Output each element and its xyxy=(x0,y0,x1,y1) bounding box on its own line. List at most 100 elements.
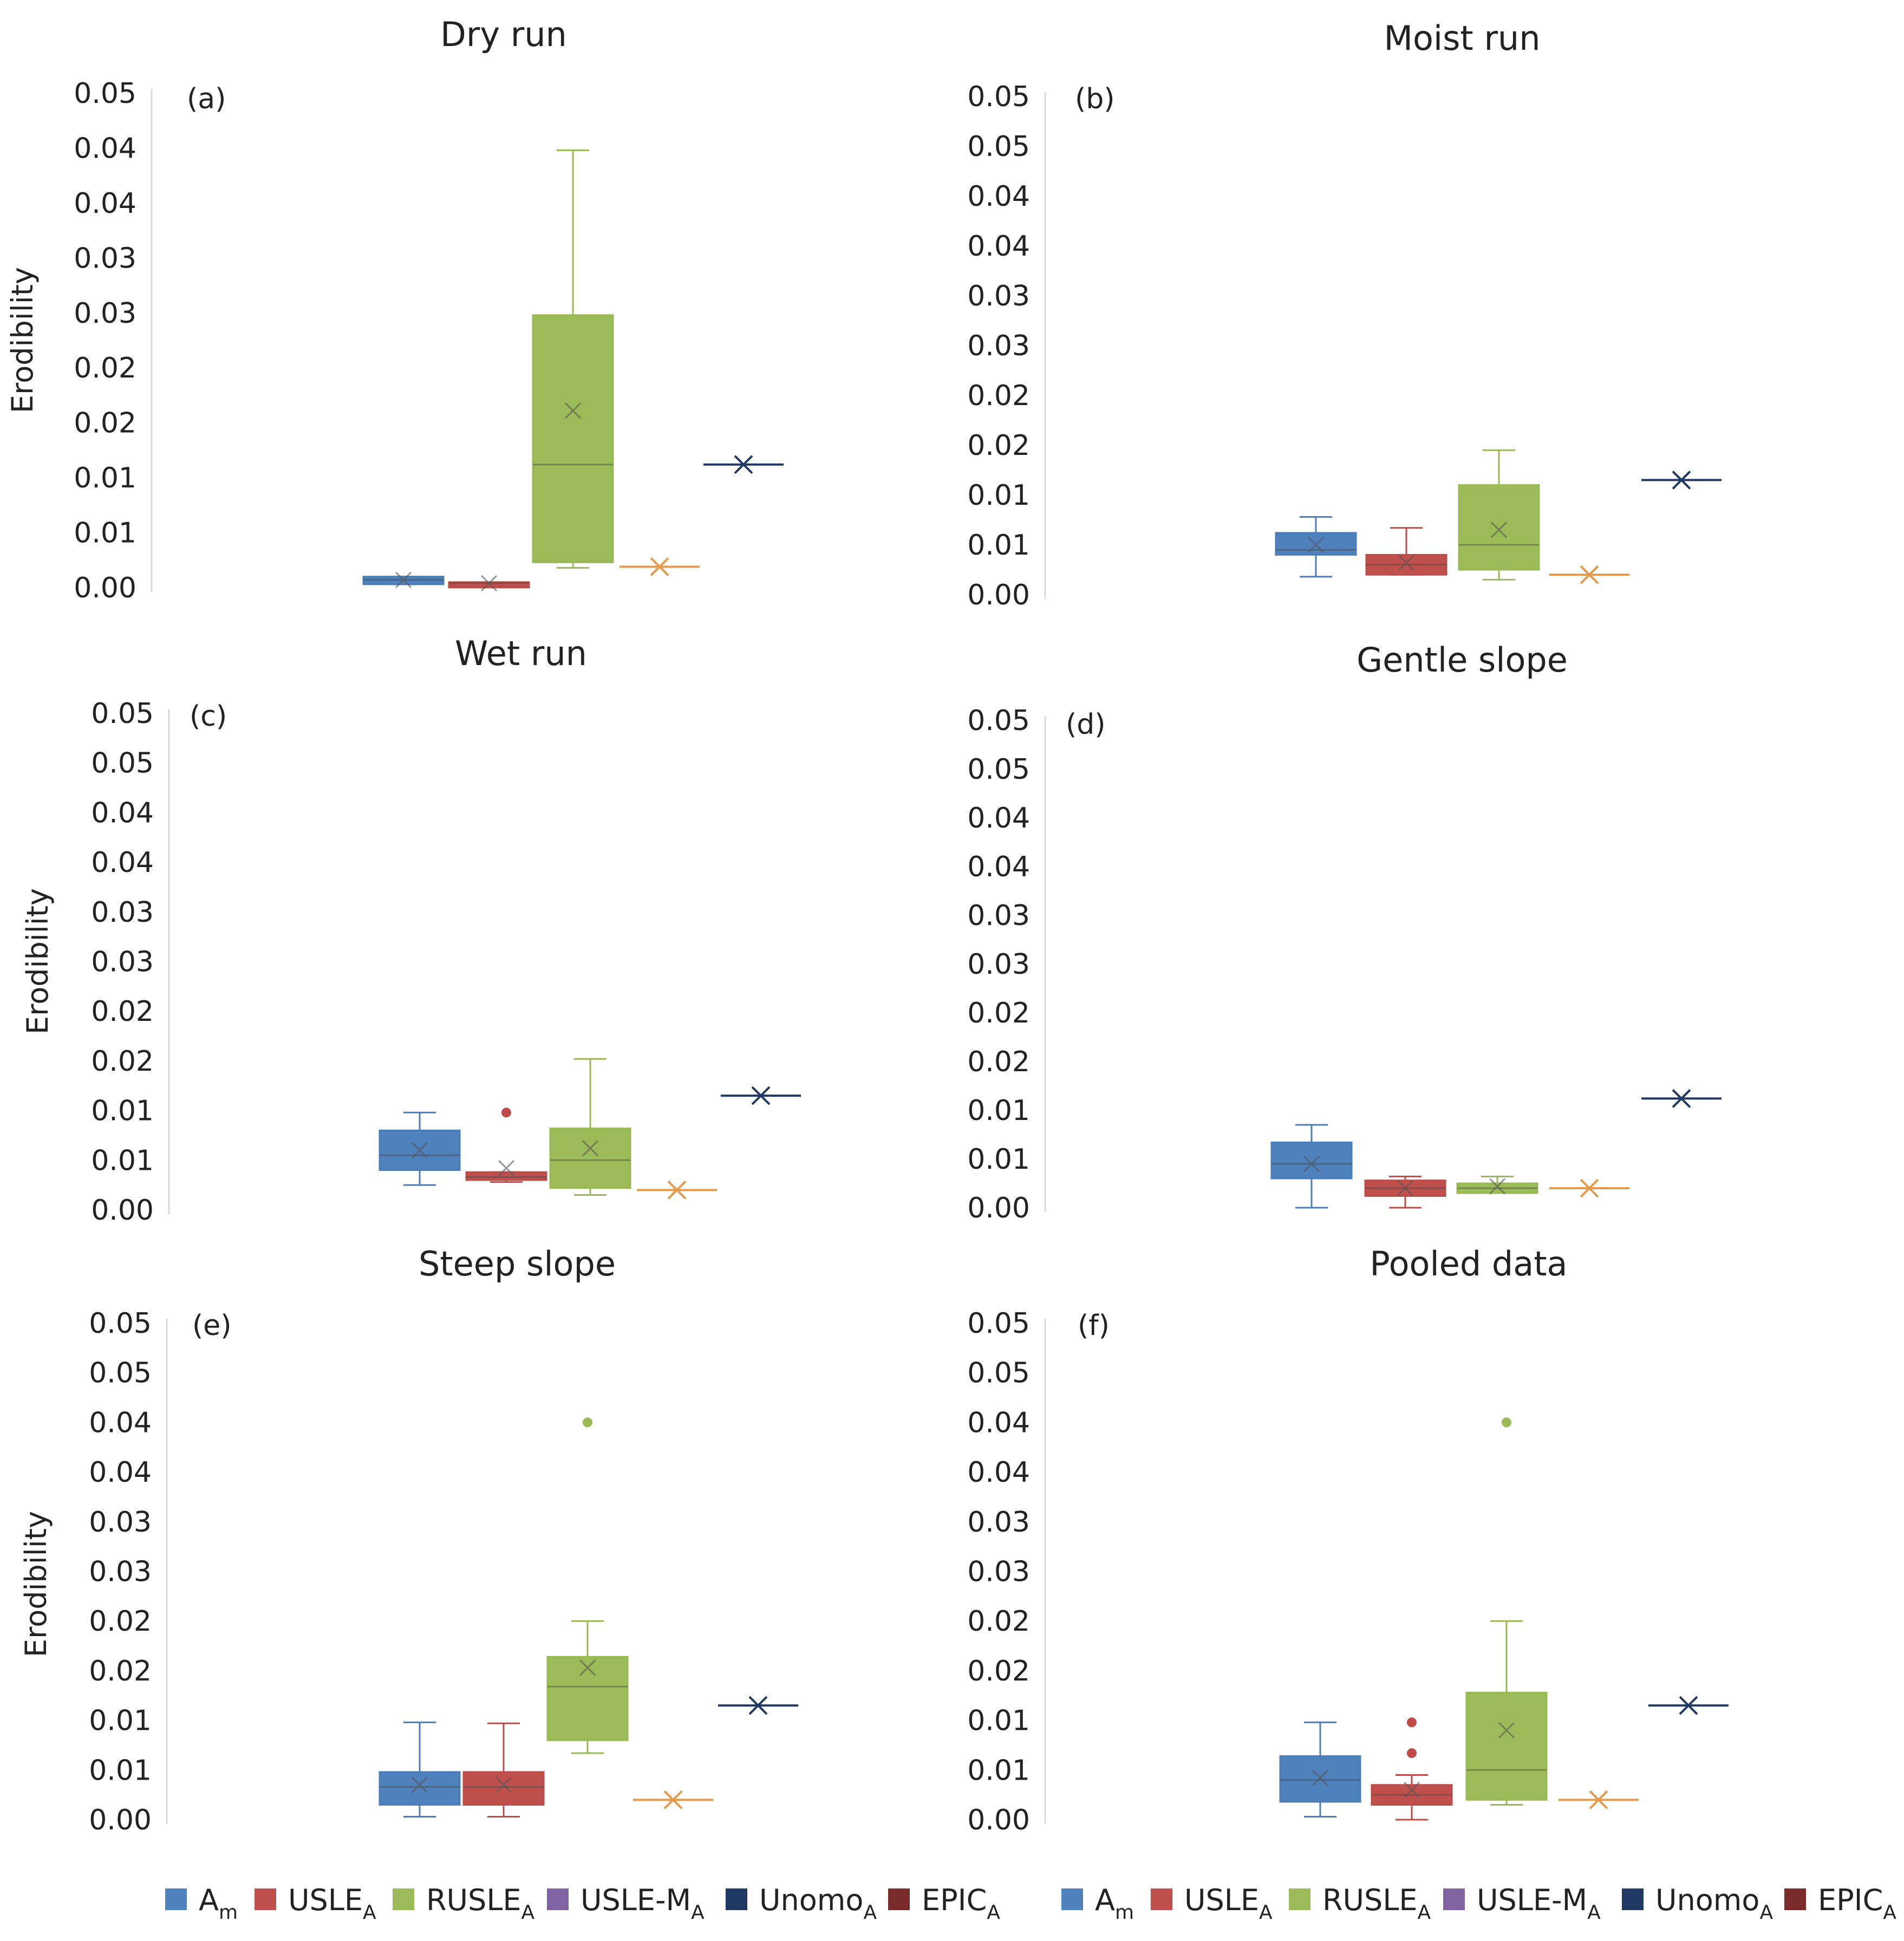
panel-f-tick-label-10: 0.05 xyxy=(967,1307,1030,1340)
panel-a-ruslea-box xyxy=(532,314,614,563)
panel-d-uslea-mean-marker xyxy=(1397,1180,1414,1197)
panel-c-uslea-outlier-0 xyxy=(501,1108,511,1118)
panel-f-tick-label-1: 0.01 xyxy=(967,1754,1030,1787)
panel-b-usle-ma-mean-marker xyxy=(1580,565,1599,584)
panel-a-y-label: Erodibility xyxy=(5,267,40,413)
panel-d-tick-label-9: 0.05 xyxy=(967,753,1030,786)
panel-c-label: (c) xyxy=(190,700,227,733)
legend-2-rusle-a-label: RUSLEA xyxy=(1322,1883,1431,1924)
panel-f-tick-label-8: 0.04 xyxy=(967,1406,1030,1439)
panel-a-tick-label-9: 0.05 xyxy=(74,77,136,110)
legend-1-rusle-a-swatch xyxy=(393,1888,414,1910)
panel-f-tick-label-9: 0.05 xyxy=(967,1357,1030,1390)
panel-a-usle-ma-mean-marker xyxy=(650,557,669,576)
legend-1-epic-a-swatch xyxy=(888,1888,910,1910)
panel-b-unomoa-mean-marker xyxy=(1672,470,1691,490)
panel-f-ruslea-mean-marker xyxy=(1498,1722,1515,1739)
panel-c-tick-label-1: 0.01 xyxy=(91,1144,154,1177)
panel-d-label: (d) xyxy=(1066,708,1106,741)
legend-2-epic-a-label: EPICA xyxy=(1818,1883,1896,1924)
legend-1-unomo-a-label: UnomoA xyxy=(759,1883,877,1924)
panel-b-am-box xyxy=(1275,532,1357,556)
panel-b-uslea-mean-marker xyxy=(1398,555,1415,571)
legend-2-a-m-swatch xyxy=(1061,1888,1083,1910)
panel-a-tick-label-4: 0.02 xyxy=(74,352,136,385)
legend-2-rusle-a-swatch xyxy=(1289,1888,1310,1910)
panel-f-label: (f) xyxy=(1078,1310,1110,1342)
panel-f-uslea-mean-marker xyxy=(1403,1781,1420,1799)
panel-f-title: Pooled data xyxy=(1370,1244,1567,1284)
legend-2-usle-m-a-swatch xyxy=(1443,1888,1465,1910)
panel-e-tick-label-4: 0.02 xyxy=(89,1605,152,1638)
panel-c-ruslea-box xyxy=(549,1128,631,1189)
panel-a-ruslea-mean-marker xyxy=(564,402,582,419)
panel-e-usle-ma-mean-marker xyxy=(663,1790,683,1809)
panel-c-tick-label-4: 0.02 xyxy=(91,995,154,1028)
panel-d-tick-label-5: 0.03 xyxy=(967,948,1030,981)
legend-1-unomo-a-swatch xyxy=(726,1888,747,1910)
panel-c-y-label: Erodibility xyxy=(21,888,55,1034)
legend-1-usle-m-a-swatch xyxy=(547,1888,569,1910)
panel-a-tick-label-2: 0.01 xyxy=(74,462,136,494)
panel-b-ruslea-box xyxy=(1458,484,1540,571)
panel-a-tick-label-7: 0.04 xyxy=(74,187,136,220)
panel-b-tick-label-2: 0.01 xyxy=(967,479,1030,512)
panel-c-tick-label-5: 0.03 xyxy=(91,946,154,979)
legend-1-usle-a-label: USLEA xyxy=(288,1883,376,1924)
panel-c-tick-label-10: 0.05 xyxy=(91,698,154,730)
panel-e-tick-label-0: 0.00 xyxy=(89,1804,152,1836)
panel-f-usle-ma-mean-marker xyxy=(1589,1790,1608,1809)
panel-e-uslea-mean-marker xyxy=(495,1776,512,1793)
panel-c-am-mean-marker xyxy=(411,1142,428,1159)
panel-a-title: Dry run xyxy=(440,15,567,54)
panel-c-ruslea-mean-marker xyxy=(582,1140,599,1157)
panel-e-ruslea-box xyxy=(546,1656,629,1741)
panel-d-tick-label-4: 0.02 xyxy=(967,997,1030,1030)
panel-e-title: Steep slope xyxy=(419,1244,616,1284)
panel-e-am-box xyxy=(379,1771,461,1806)
panel-f-tick-label-0: 0.00 xyxy=(967,1804,1030,1836)
panel-e-tick-label-8: 0.04 xyxy=(89,1406,152,1439)
legend-1-usle-m-a-label: USLE-MA xyxy=(581,1883,705,1924)
panel-c-tick-label-0: 0.00 xyxy=(91,1194,154,1227)
panel-a-am-mean-marker xyxy=(395,571,412,588)
panel-f-am-mean-marker xyxy=(1312,1769,1329,1787)
panel-b-uslea-box xyxy=(1365,553,1447,576)
panel-b-tick-label-1: 0.01 xyxy=(967,529,1030,562)
panel-f-uslea-outlier-1 xyxy=(1407,1717,1417,1728)
panel-f-unomoa-mean-marker xyxy=(1679,1696,1698,1715)
panel-a-tick-label-3: 0.02 xyxy=(74,407,136,440)
panel-c-uslea-box xyxy=(465,1171,547,1181)
panel-d-tick-label-6: 0.03 xyxy=(967,900,1030,932)
panel-b-tick-label-4: 0.02 xyxy=(967,380,1030,412)
panel-b-tick-label-6: 0.03 xyxy=(967,280,1030,312)
panel-e-am-mean-marker xyxy=(411,1776,428,1793)
panel-a-tick-label-8: 0.04 xyxy=(74,132,136,165)
panel-e-tick-label-10: 0.05 xyxy=(89,1307,152,1340)
panel-f-tick-label-2: 0.01 xyxy=(967,1705,1030,1737)
legend-2-epic-a-swatch xyxy=(1784,1888,1806,1910)
legend-1-usle-a-swatch xyxy=(255,1888,276,1910)
panel-d-tick-label-3: 0.02 xyxy=(967,1046,1030,1078)
legend-2-a-m-label: Am xyxy=(1095,1883,1134,1924)
legend-1-epic-a-label: EPICA xyxy=(922,1883,1000,1924)
panel-f-tick-label-7: 0.04 xyxy=(967,1456,1030,1489)
panel-c-tick-label-2: 0.01 xyxy=(91,1095,154,1128)
panel-a-tick-label-0: 0.00 xyxy=(74,572,136,604)
panel-a-tick-label-1: 0.01 xyxy=(74,517,136,550)
panel-b-am-mean-marker xyxy=(1307,536,1325,553)
panel-f-uslea-box xyxy=(1371,1784,1453,1806)
panel-d-tick-label-8: 0.04 xyxy=(967,802,1030,835)
panel-b-tick-label-9: 0.05 xyxy=(967,131,1030,163)
panel-a-tick-label-6: 0.03 xyxy=(74,242,136,275)
panel-d-unomoa-mean-marker xyxy=(1672,1089,1691,1108)
panel-e-tick-label-7: 0.04 xyxy=(89,1456,152,1489)
legend-2-usle-a-label: USLEA xyxy=(1184,1883,1273,1924)
legend-1-a-m-swatch xyxy=(165,1888,187,1910)
panel-d-tick-label-7: 0.04 xyxy=(967,851,1030,883)
panel-d-ruslea-mean-marker xyxy=(1489,1178,1506,1195)
panel-e-tick-label-5: 0.03 xyxy=(89,1556,152,1588)
panel-e-tick-label-9: 0.05 xyxy=(89,1357,152,1390)
panel-f-ruslea-box xyxy=(1465,1691,1548,1801)
panel-e-ruslea-outlier-0 xyxy=(583,1417,592,1428)
